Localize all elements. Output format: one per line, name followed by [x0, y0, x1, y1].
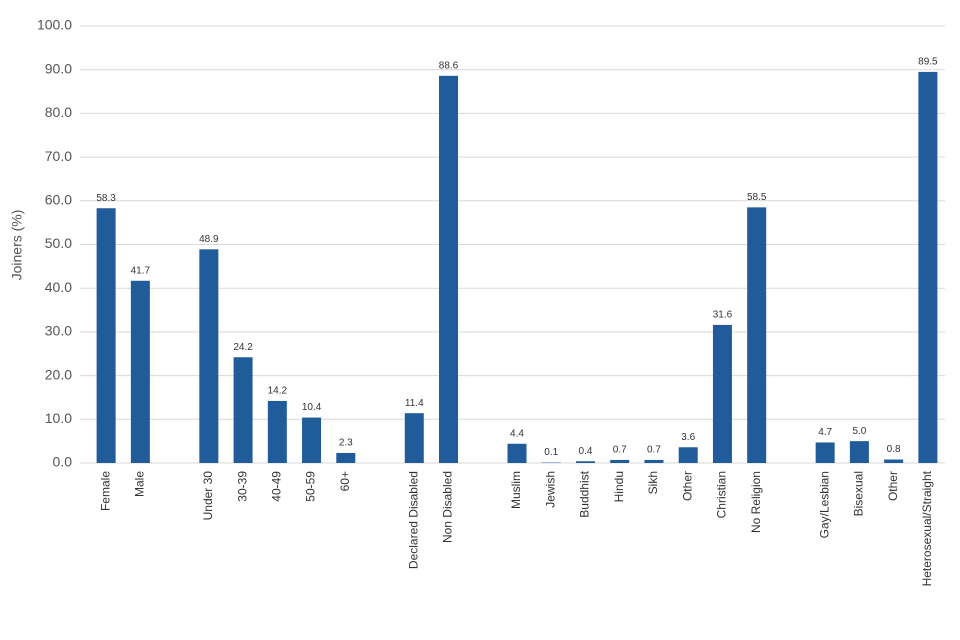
x-tick-label: Heterosexual/Straight	[920, 470, 934, 586]
value-label: 58.5	[747, 192, 767, 203]
x-tick-label: 30-39	[235, 471, 249, 502]
bar	[130, 280, 150, 463]
value-label: 4.7	[818, 427, 832, 438]
x-tick-label: Hindu	[612, 471, 626, 502]
x-tick-label: Other	[886, 471, 900, 501]
y-tick-label: 80.0	[45, 104, 72, 120]
value-label: 0.4	[579, 446, 593, 457]
x-tick-label: No Religion	[749, 471, 763, 533]
x-tick-label: Female	[98, 471, 112, 511]
value-label: 89.5	[918, 57, 938, 68]
bar	[884, 459, 904, 463]
value-label: 14.2	[268, 386, 288, 397]
value-label: 0.8	[887, 444, 901, 455]
y-tick-label: 50.0	[45, 235, 72, 251]
bar	[404, 413, 424, 463]
value-label: 31.6	[713, 310, 733, 321]
value-label: 0.7	[613, 445, 627, 456]
y-tick-label: 0.0	[53, 454, 73, 470]
x-tick-label: 50-59	[304, 471, 318, 502]
value-label: 5.0	[852, 426, 866, 437]
value-label: 2.3	[339, 438, 353, 449]
y-tick-label: 20.0	[45, 366, 72, 382]
x-tick-label: Jewish	[543, 471, 557, 508]
bar	[815, 442, 835, 463]
y-tick-label: 70.0	[45, 148, 72, 164]
value-label: 0.1	[544, 447, 558, 458]
bar	[507, 443, 527, 463]
x-tick-label: Gay/Lesbian	[817, 471, 831, 538]
bar	[575, 461, 595, 463]
value-label: 4.4	[510, 428, 524, 439]
bar	[610, 459, 630, 463]
x-tick-label: Male	[133, 471, 147, 497]
x-tick-label: Declared Disabled	[406, 471, 420, 569]
bar	[267, 400, 287, 463]
y-tick-label: 100.0	[37, 17, 72, 33]
y-tick-label: 40.0	[45, 279, 72, 295]
x-tick-label: Bisexual	[852, 471, 866, 516]
x-tick-label: Non Disabled	[441, 471, 455, 543]
bar	[439, 75, 459, 464]
value-label: 11.4	[405, 398, 424, 409]
y-tick-label: 30.0	[45, 323, 72, 339]
bar	[678, 447, 698, 463]
value-label: 88.6	[439, 60, 459, 71]
bar	[849, 441, 869, 463]
value-label: 48.9	[199, 234, 219, 245]
bar	[199, 249, 219, 463]
x-tick-label: Christian	[715, 471, 729, 518]
value-label: 58.3	[96, 193, 116, 204]
value-label: 24.2	[233, 342, 253, 353]
value-label: 41.7	[131, 265, 151, 276]
x-tick-label: Under 30	[201, 471, 215, 521]
y-axis-label: Joiners (%)	[9, 210, 25, 281]
bar	[96, 208, 116, 463]
bar	[918, 71, 938, 463]
y-tick-label: 60.0	[45, 192, 72, 208]
value-label: 10.4	[302, 402, 322, 413]
y-tick-label: 90.0	[45, 60, 72, 76]
bar	[712, 324, 732, 463]
x-tick-label: 40-49	[269, 471, 283, 502]
x-tick-label: 60+	[338, 471, 352, 491]
value-label: 3.6	[681, 432, 695, 443]
bar	[302, 417, 322, 463]
x-tick-label: Muslim	[509, 471, 523, 509]
value-label: 0.7	[647, 445, 661, 456]
y-tick-label: 10.0	[45, 410, 72, 426]
x-tick-label: Buddhist	[578, 470, 592, 517]
bar	[747, 207, 767, 463]
bar	[336, 452, 356, 463]
bar	[644, 459, 664, 463]
bar	[233, 357, 253, 463]
x-tick-label: Sikh	[646, 471, 660, 494]
x-tick-label: Other	[680, 471, 694, 501]
